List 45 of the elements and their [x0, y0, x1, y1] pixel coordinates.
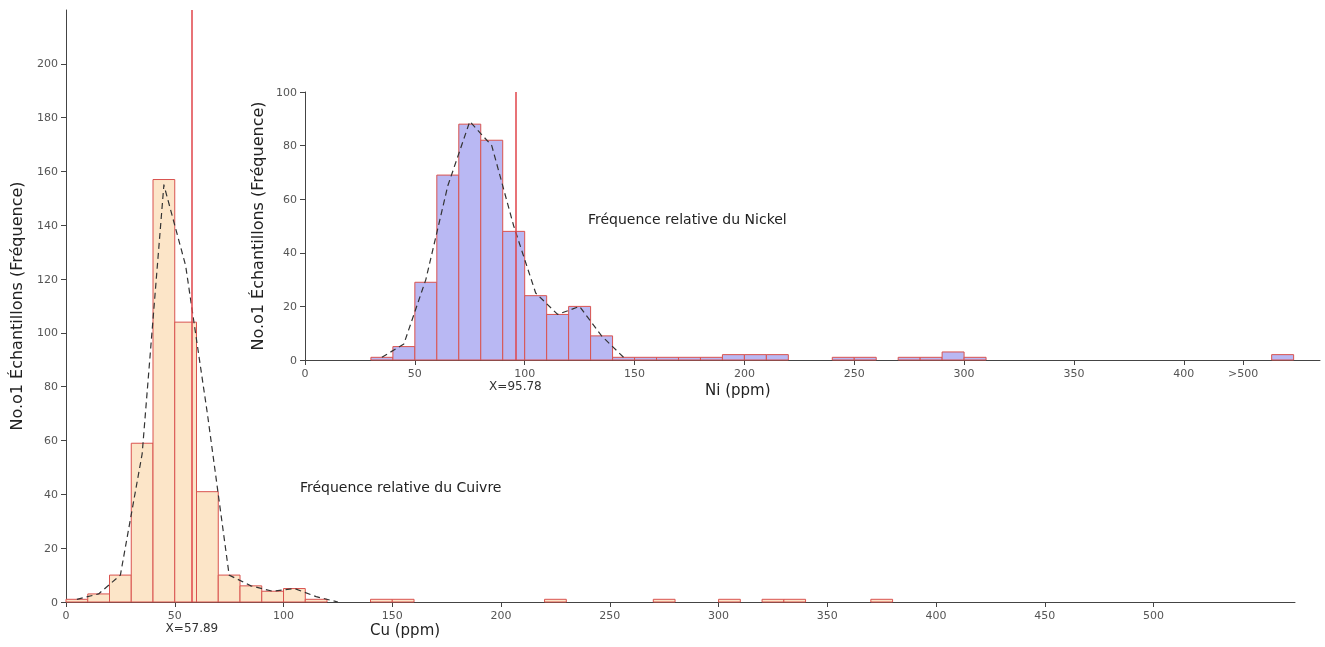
x-tick-label: >500: [1228, 367, 1259, 380]
x-tick-label: 150: [624, 367, 646, 380]
x-tick-label: 400: [1173, 367, 1195, 380]
y-tick-label: 180: [37, 111, 58, 125]
x-tick-label: 450: [1034, 609, 1056, 622]
x-tick-label: 350: [816, 609, 838, 622]
y-tick-label: 100: [276, 85, 297, 99]
x-tick-label: 400: [925, 609, 947, 622]
y-tick-label: 40: [44, 487, 58, 501]
x-tick-label: 300: [953, 367, 975, 380]
x-axis-title: Ni (ppm): [705, 380, 771, 399]
x-tick-label: 50: [167, 609, 182, 622]
x-tick-label: 500: [1143, 609, 1165, 622]
x-axis-title: Cu (ppm): [370, 620, 441, 639]
y-tick-label: 20: [44, 541, 58, 555]
x-tick-label: 50: [407, 367, 422, 380]
x-tick-label: 150: [381, 609, 403, 622]
y-tick-label: 140: [37, 218, 58, 232]
y-tick-label: 100: [37, 326, 58, 340]
x-tick-label: 300: [708, 609, 730, 622]
x-tick-label: 200: [490, 609, 512, 622]
x-tick-label: 0: [62, 609, 70, 622]
y-axis-title: No.o1 Échantillons (Fréquence): [247, 101, 267, 351]
x-tick-label: 350: [1063, 367, 1085, 380]
y-tick-label: 80: [44, 380, 58, 394]
y-tick-label: 120: [37, 272, 58, 286]
y-tick-label: 20: [283, 299, 297, 313]
annotation: Fréquence relative du Cuivre: [300, 479, 502, 495]
y-tick-label: 200: [37, 57, 58, 71]
y-tick-label: 80: [283, 139, 297, 153]
y-tick-label: 0: [290, 353, 297, 367]
x-tick-label: 250: [843, 367, 865, 380]
annotation: Fréquence relative du Nickel: [588, 211, 787, 227]
ref-line-label: X=57.89: [165, 621, 219, 635]
y-tick-label: 40: [283, 246, 297, 260]
x-tick-label: 200: [733, 367, 755, 380]
y-tick-label: 60: [283, 192, 297, 206]
y-tick-label: 0: [51, 595, 58, 609]
y-tick-label: 160: [37, 164, 58, 178]
x-tick-label: 0: [301, 367, 309, 380]
x-tick-label: 250: [599, 609, 621, 622]
y-axis-title: No.o1 Échantillons (Fréquence): [6, 181, 26, 431]
ref-line-label: X=95.78: [489, 379, 542, 393]
y-tick-label: 60: [44, 434, 58, 448]
x-tick-label: 100: [514, 367, 536, 380]
